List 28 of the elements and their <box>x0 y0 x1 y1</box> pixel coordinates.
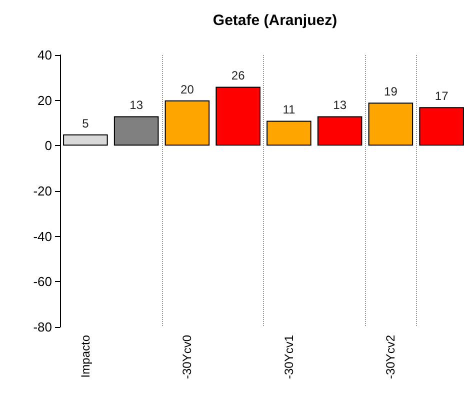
bar <box>114 116 159 146</box>
x-tick-label: -30Ycv1 <box>282 334 296 380</box>
y-tick-label: -80 <box>33 320 52 334</box>
y-tick-label: -60 <box>33 274 52 290</box>
bar <box>419 107 464 146</box>
y-tick-label: 0 <box>44 138 52 154</box>
data-label: 20 <box>180 82 194 96</box>
data-label: 13 <box>333 98 347 112</box>
bar <box>317 116 362 146</box>
bar <box>216 86 260 146</box>
y-tick-label: 40 <box>38 48 52 62</box>
data-label: 13 <box>130 98 144 112</box>
bar <box>164 100 210 146</box>
bar <box>63 134 108 146</box>
x-tick-label: Impacto <box>78 334 92 378</box>
chart-title: Getafe (Aranjuez) <box>212 12 338 29</box>
y-tick-label: 20 <box>38 92 52 108</box>
y-tick-label: -40 <box>33 228 52 244</box>
x-tick-label: -30Ycv2 <box>384 334 398 380</box>
bar <box>266 120 312 146</box>
data-label: 17 <box>434 89 449 104</box>
x-tick-label: -30Ycv0 <box>180 334 194 380</box>
y-tick-label: -20 <box>33 184 52 198</box>
bar <box>368 102 414 146</box>
data-label: 19 <box>384 84 398 99</box>
data-label: 5 <box>82 116 90 130</box>
data-label: 11 <box>282 102 296 117</box>
data-label: 26 <box>231 68 246 83</box>
